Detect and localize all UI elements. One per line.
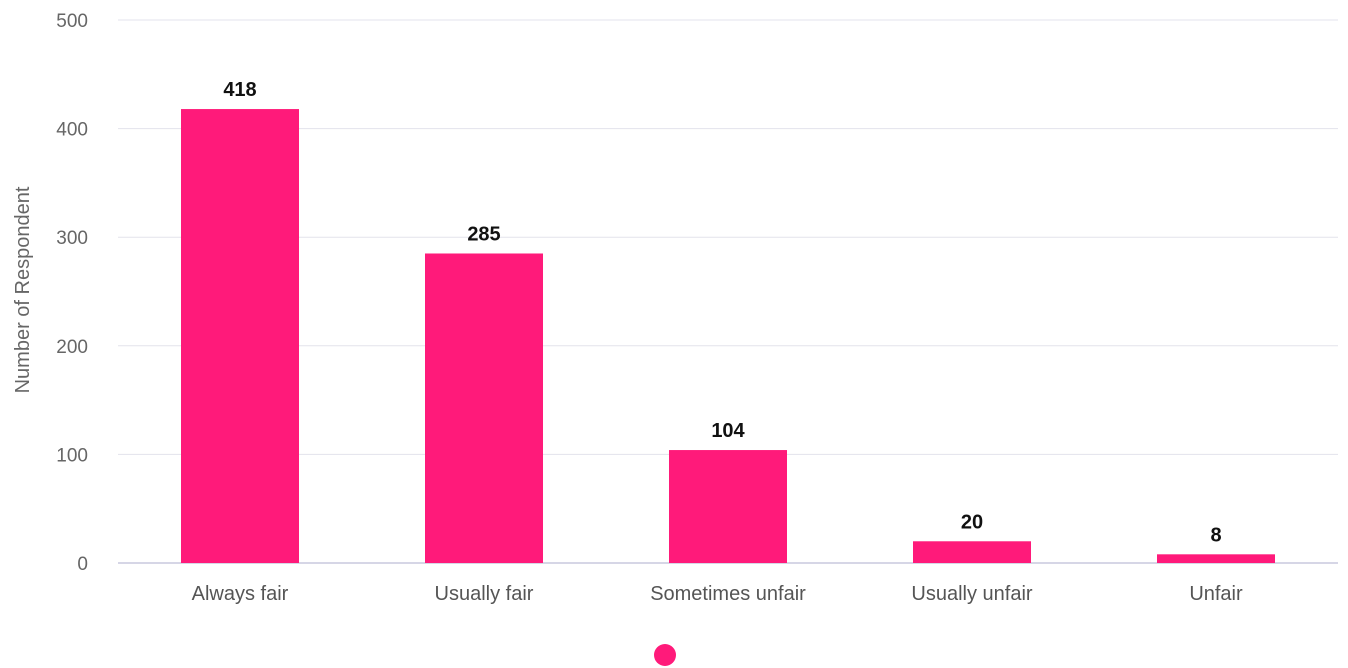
x-category-label: Usually fair [435, 583, 534, 605]
y-tick-label: 0 [77, 554, 88, 575]
bar[interactable] [669, 450, 787, 563]
bars [181, 109, 1275, 564]
x-category-label: Usually unfair [911, 583, 1033, 605]
x-category-label: Always fair [192, 583, 289, 605]
bar[interactable] [1157, 554, 1275, 563]
x-category-label: Unfair [1189, 583, 1243, 605]
bar[interactable] [425, 253, 543, 564]
y-axis-title: Number of Respondent [12, 186, 34, 393]
data-label: 104 [711, 420, 745, 442]
data-label: 20 [961, 511, 983, 533]
y-axis-ticks: 0 100 200 300 400 500 [56, 11, 88, 575]
bar[interactable] [181, 109, 299, 563]
x-axis-categories: Always fair Usually fair Sometimes unfair U… [192, 583, 1243, 605]
legend-marker[interactable] [654, 644, 676, 666]
data-labels: 418 285 104 20 8 [223, 79, 1221, 546]
bar[interactable] [913, 541, 1031, 563]
data-label: 8 [1210, 524, 1221, 546]
y-tick-label: 100 [56, 445, 88, 466]
data-label: 418 [223, 79, 256, 101]
x-category-label: Sometimes unfair [650, 583, 806, 605]
data-label: 285 [467, 223, 500, 245]
y-tick-label: 500 [56, 11, 88, 32]
gridlines [118, 19, 1338, 564]
y-tick-label: 400 [56, 120, 88, 141]
y-tick-label: 200 [56, 337, 88, 358]
y-tick-label: 300 [56, 228, 88, 249]
